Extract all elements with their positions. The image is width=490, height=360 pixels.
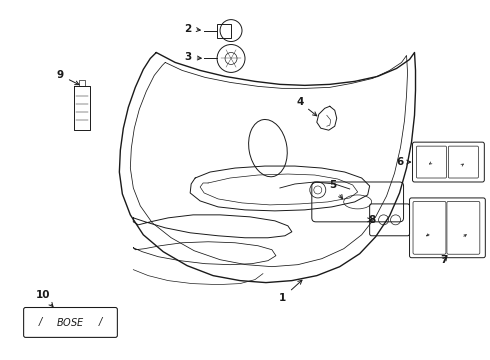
- Text: $\mathit{BOSE}$: $\mathit{BOSE}$: [56, 316, 85, 328]
- Text: 3: 3: [185, 53, 201, 63]
- Text: /: /: [39, 318, 42, 328]
- Text: 6: 6: [396, 157, 411, 167]
- Text: 9: 9: [57, 71, 79, 85]
- Text: 4: 4: [296, 97, 317, 116]
- Text: 7: 7: [441, 255, 448, 265]
- Text: /: /: [99, 318, 102, 328]
- Text: 1: 1: [279, 280, 302, 302]
- Text: 2: 2: [185, 24, 200, 33]
- Text: 8: 8: [368, 215, 375, 225]
- Text: 10: 10: [35, 289, 53, 307]
- Text: 5: 5: [329, 180, 343, 199]
